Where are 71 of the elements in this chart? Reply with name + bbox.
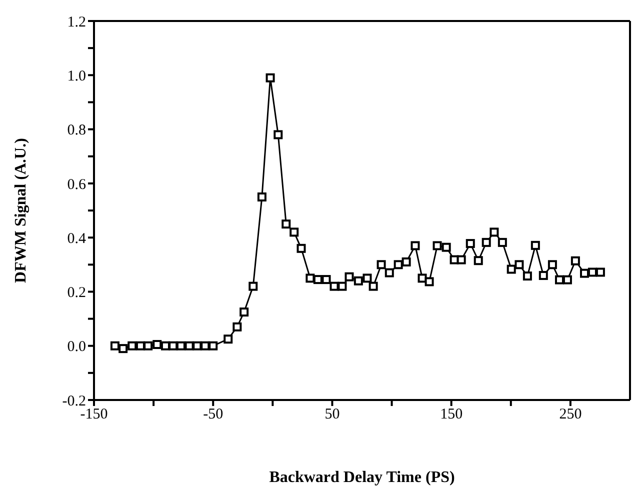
y-tick-label: 0.8 bbox=[67, 122, 86, 139]
point bbox=[466, 239, 475, 248]
point bbox=[376, 260, 386, 270]
point bbox=[344, 272, 354, 282]
point bbox=[490, 228, 499, 237]
point bbox=[110, 341, 120, 350]
point bbox=[402, 257, 411, 266]
point bbox=[498, 238, 507, 247]
x-tick-label: -50 bbox=[203, 406, 224, 423]
x-tick-label: -150 bbox=[80, 406, 108, 423]
point bbox=[596, 268, 605, 277]
point bbox=[442, 242, 451, 252]
point bbox=[570, 256, 580, 266]
point bbox=[232, 322, 242, 332]
point bbox=[176, 341, 186, 350]
point bbox=[482, 238, 491, 247]
point bbox=[432, 241, 442, 250]
point bbox=[128, 341, 137, 350]
point bbox=[354, 276, 363, 286]
point bbox=[530, 240, 540, 250]
point bbox=[588, 268, 597, 277]
y-tick-label: 0.6 bbox=[67, 176, 86, 193]
point bbox=[118, 344, 128, 354]
point bbox=[208, 341, 218, 350]
point bbox=[368, 282, 378, 291]
y-tick-label: 0.2 bbox=[67, 285, 86, 302]
point bbox=[200, 341, 210, 350]
y-tick-label: 0.0 bbox=[67, 339, 86, 356]
point bbox=[362, 274, 372, 283]
point bbox=[306, 274, 315, 283]
point bbox=[562, 275, 572, 284]
point bbox=[168, 341, 178, 350]
point bbox=[506, 264, 516, 274]
point bbox=[424, 277, 434, 286]
point bbox=[192, 341, 202, 350]
point bbox=[418, 274, 427, 283]
point bbox=[266, 73, 275, 82]
point bbox=[384, 268, 394, 278]
x-tick-label: 250 bbox=[559, 406, 582, 423]
y-tick-label: 1.0 bbox=[67, 68, 86, 84]
point bbox=[410, 241, 420, 250]
point bbox=[322, 275, 331, 284]
x-axis-title: Backward Delay Time (PS) bbox=[269, 469, 455, 486]
point bbox=[144, 341, 153, 350]
point bbox=[538, 270, 548, 280]
point bbox=[290, 228, 299, 237]
point bbox=[474, 256, 483, 266]
y-tick-label: 0.4 bbox=[67, 230, 86, 247]
point bbox=[296, 244, 306, 253]
x-tick-label: 150 bbox=[440, 406, 463, 423]
point bbox=[330, 282, 339, 291]
point bbox=[554, 275, 564, 284]
point bbox=[152, 340, 162, 350]
point bbox=[313, 275, 322, 284]
point bbox=[224, 334, 233, 344]
point bbox=[456, 255, 466, 264]
y-tick-label: -0.2 bbox=[62, 393, 86, 410]
point bbox=[274, 130, 283, 140]
point bbox=[282, 220, 291, 229]
point bbox=[522, 272, 532, 281]
point bbox=[338, 282, 347, 291]
point bbox=[248, 282, 258, 291]
point bbox=[514, 260, 524, 270]
point bbox=[548, 260, 557, 270]
point bbox=[580, 268, 589, 278]
point bbox=[240, 308, 249, 317]
point bbox=[394, 260, 403, 270]
x-tick-label: 50 bbox=[324, 406, 340, 423]
point bbox=[257, 192, 266, 202]
y-axis-title: DFWM Signal (A.U.) bbox=[12, 138, 30, 283]
y-tick-label: 1.2 bbox=[67, 14, 86, 30]
